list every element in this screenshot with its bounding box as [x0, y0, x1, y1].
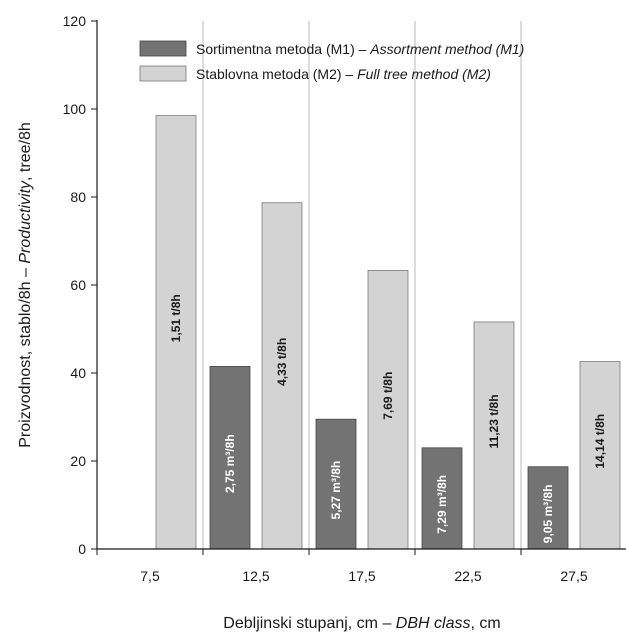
y-tick-label: 120 — [63, 13, 87, 29]
x-axis-label: Debljinski stupanj, cm – DBH class, cm — [223, 615, 500, 632]
y-tick-label: 0 — [78, 541, 86, 557]
bar-m2-2 — [367, 270, 409, 550]
bar-m1-3 — [421, 447, 463, 550]
bar-m2-1 — [261, 202, 303, 550]
bar-label-m2-0: 1,51 t/8h — [169, 294, 183, 342]
legend-label-m2: Stablovna metoda (M2) – Full tree method… — [196, 66, 491, 82]
y-tick-label: 40 — [70, 365, 86, 381]
x-axis-ticks: 7,5 12,5 17,5 22,5 27,5 — [96, 549, 588, 584]
bars — [155, 115, 621, 550]
bar-m1-4 — [527, 466, 569, 550]
bar-label-m2-1: 4,33 t/8h — [275, 338, 289, 386]
y-tick-label: 60 — [70, 277, 86, 293]
x-tick-label: 12,5 — [242, 568, 269, 584]
y-tick-label: 20 — [70, 453, 86, 469]
bar-labels: 2,75 m³/8h 5,27 m³/8h 7,29 m³/8h 9,05 m³/8h… — [169, 294, 607, 543]
grid-lines — [202, 21, 522, 549]
legend-label-m1: Sortimentna metoda (M1) – Assortment met… — [196, 41, 524, 57]
legend: Sortimentna metoda (M1) – Assortment met… — [139, 40, 524, 82]
y-tick-label: 80 — [70, 189, 86, 205]
bar-label-m2-4: 14,14 t/8h — [593, 414, 607, 469]
bar-label-m2-3: 11,23 t/8h — [487, 394, 501, 448]
bar-label-m1-1: 2,75 m³/8h — [223, 434, 237, 493]
bar-label-m1-3: 7,29 m³/8h — [435, 475, 449, 534]
legend-swatch-m1 — [139, 40, 187, 57]
bar-m2-3 — [473, 321, 515, 550]
x-tick-label: 27,5 — [560, 568, 587, 584]
y-tick-label: 100 — [63, 101, 87, 117]
y-axis-ticks: 0 20 40 60 80 100 120 — [63, 13, 97, 557]
x-tick-label: 22,5 — [454, 568, 481, 584]
bar-m2-4 — [579, 361, 621, 550]
y-axis-label: Proizvodnost, stablo/8h – Productivity, … — [17, 122, 34, 448]
bar-label-m1-2: 5,27 m³/8h — [329, 461, 343, 520]
bar-m1-1 — [209, 365, 251, 550]
bar-label-m1-4: 9,05 m³/8h — [541, 485, 555, 544]
bar-m2-0 — [155, 115, 197, 550]
x-tick-label: 17,5 — [348, 568, 375, 584]
x-tick-label: 7,5 — [140, 568, 160, 584]
bar-label-m2-2: 7,69 t/8h — [381, 372, 395, 420]
legend-swatch-m2 — [139, 65, 187, 82]
